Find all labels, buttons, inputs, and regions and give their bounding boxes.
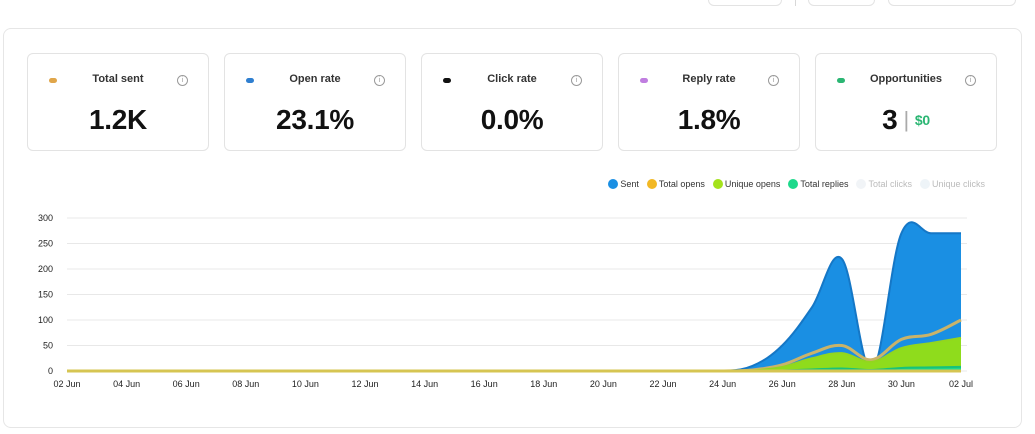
y-tick-label: 150 [38,290,53,300]
chart-legend: Sent Total opens Unique opens Total repl… [608,179,985,189]
x-tick-label: 02 Jul [949,379,973,389]
legend-label: Unique clicks [931,179,985,189]
series-dot [837,78,845,83]
stat-title: Open rate [289,73,341,85]
legend-item-total-opens[interactable]: Total opens [646,179,705,189]
legend-label: Total replies [800,179,849,189]
top-toolbar [0,0,1035,8]
stat-title: Click rate [487,73,537,85]
legend-item-total-clicks[interactable]: Total clicks [856,179,912,189]
legend-item-total-replies[interactable]: Total replies [788,179,848,189]
stat-value: 1.2K [89,104,147,135]
x-tick-label: 20 Jun [590,379,617,389]
series-dot [443,78,451,83]
chart-axes: 0 50 100 150 200 250 300 02 Jun 04 Jun 06 Jun 08 J… [38,213,973,389]
y-tick-label: 50 [43,341,53,351]
info-icon[interactable]: i [768,75,779,86]
legend-label: Unique opens [724,179,781,189]
x-tick-label: 18 Jun [530,379,557,389]
legend-dot [919,179,930,189]
opportunities-count: 3 [882,104,898,135]
chart-areas [66,221,962,373]
analytics-panel: Total sent i 1.2K Open rate i 23.1% Clic… [3,28,1022,428]
stat-card-reply-rate: Reply rate i 1.8% [618,53,800,151]
legend-item-unique-opens[interactable]: Unique opens [712,179,781,189]
toolbar-separator [795,0,796,6]
stat-card-click-rate: Click rate i 0.0% [421,53,603,151]
legend-item-unique-clicks[interactable]: Unique clicks [919,179,985,189]
toolbar-button[interactable] [708,0,782,6]
area-chart: 0 50 100 150 200 250 300 02 Jun 04 Jun 06 Jun 08 J… [38,213,973,389]
stat-card-opportunities: Opportunities i 3 | $0 [815,53,997,151]
stat-title: Total sent [92,73,144,85]
legend-dot [608,179,619,189]
y-tick-label: 250 [38,239,53,249]
stat-value: 3 | $0 [816,104,996,136]
x-tick-label: 30 Jun [888,379,915,389]
legend-label: Sent [620,179,639,189]
x-tick-label: 06 Jun [173,379,200,389]
x-tick-label: 04 Jun [113,379,140,389]
stat-card-open-rate: Open rate i 23.1% [224,53,406,151]
legend-label: Total clicks [868,179,912,189]
x-tick-label: 26 Jun [769,379,796,389]
series-area-unique-opens [67,337,961,371]
stat-card-total-sent: Total sent i 1.2K [27,53,209,151]
x-tick-label: 28 Jun [828,379,855,389]
stat-title: Opportunities [869,73,943,85]
legend-dot [712,179,723,189]
legend-dot [646,179,657,189]
x-tick-label: 10 Jun [292,379,319,389]
y-tick-label: 100 [38,315,53,325]
legend-dot [856,179,867,189]
legend-dot [788,179,799,189]
x-tick-label: 16 Jun [471,379,498,389]
opportunities-value: $0 [914,112,930,128]
info-icon[interactable]: i [374,75,385,86]
x-tick-label: 22 Jun [649,379,676,389]
x-tick-label: 24 Jun [709,379,736,389]
x-tick-label: 12 Jun [351,379,378,389]
series-dot [49,78,57,83]
x-tick-label: 14 Jun [411,379,438,389]
legend-label: Total opens [658,179,705,189]
info-icon[interactable]: i [571,75,582,86]
toolbar-button[interactable] [808,0,875,6]
x-tick-label: 08 Jun [232,379,259,389]
x-tick-label: 02 Jun [53,379,80,389]
series-dot [640,78,648,83]
y-tick-label: 0 [48,366,53,376]
toolbar-button[interactable] [888,0,1016,6]
info-icon[interactable]: i [965,75,976,86]
series-dot [246,78,254,83]
stat-value: 0.0% [480,104,544,135]
y-tick-label: 200 [38,264,53,274]
value-separator: | [903,107,909,132]
info-icon[interactable]: i [177,75,188,86]
y-tick-label: 300 [38,213,53,223]
legend-item-sent[interactable]: Sent [608,179,639,189]
stat-title: Reply rate [682,73,736,85]
stat-value: 1.8% [677,104,741,135]
stat-value: 23.1% [276,104,354,135]
